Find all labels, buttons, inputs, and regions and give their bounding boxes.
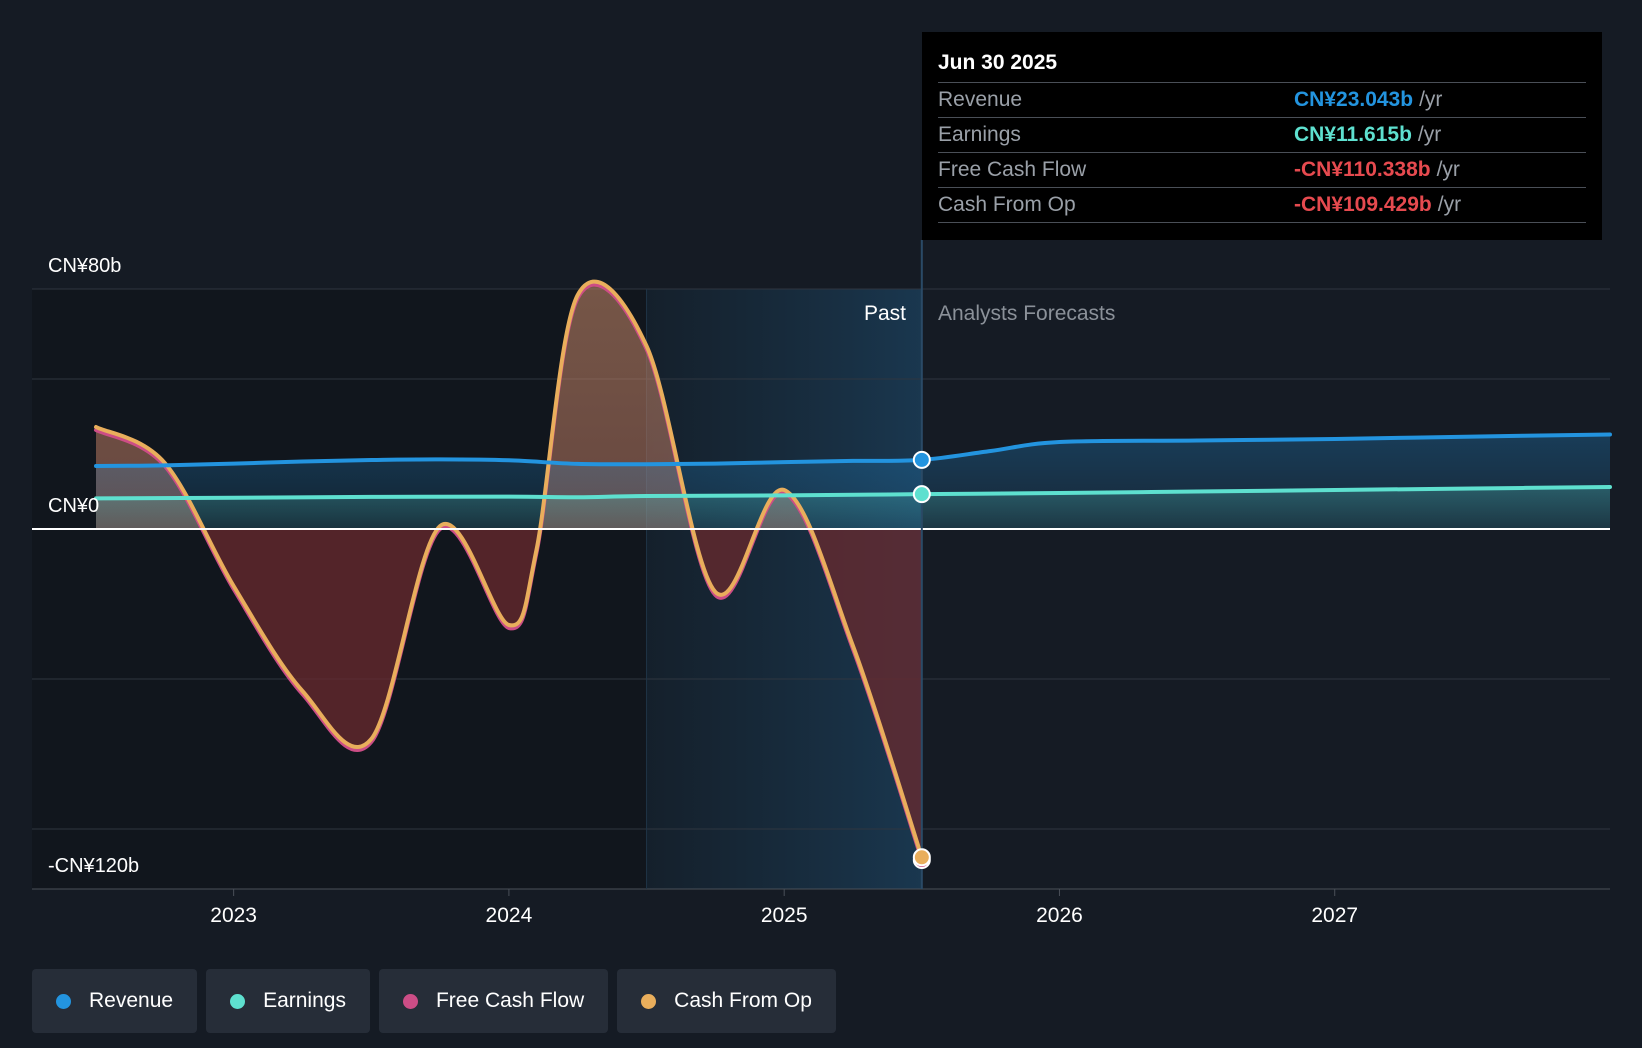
tooltip-value: CN¥11.615b <box>1294 123 1412 146</box>
x-tick-label: 2027 <box>1311 904 1358 927</box>
x-tick-label: 2024 <box>486 904 533 927</box>
legend-label: Cash From Op <box>674 989 812 1012</box>
tooltip-value: -CN¥109.429b <box>1294 193 1432 216</box>
y-axis-label-top: CN¥80b <box>48 255 121 277</box>
tooltip-row-cash-from-op: Cash From Op -CN¥109.429b /yr <box>938 188 1586 223</box>
cash-area-negative <box>96 529 922 858</box>
x-tick-label: 2023 <box>210 904 257 927</box>
legend: Revenue Earnings Free Cash Flow Cash Fro… <box>32 969 836 1033</box>
revenue-line <box>94 432 1612 468</box>
past-label: Past <box>864 302 906 325</box>
legend-dot-icon <box>230 993 246 1009</box>
legend-label: Revenue <box>89 989 174 1012</box>
tooltip-row-revenue: Revenue CN¥23.043b /yr <box>938 83 1586 118</box>
legend-item-earnings[interactable]: Earnings <box>206 969 370 1033</box>
cash-from-op-line <box>94 279 924 860</box>
tooltip-value: -CN¥110.338b <box>1294 158 1431 181</box>
x-tick-label: 2025 <box>761 904 808 927</box>
cash-from-op-point <box>912 848 931 867</box>
tooltip-label: Earnings <box>938 123 1021 146</box>
forecast-label: Analysts Forecasts <box>938 302 1115 325</box>
x-tick-label: 2026 <box>1036 904 1083 927</box>
y-axis-label-bottom: -CN¥120b <box>48 855 139 877</box>
tooltip-row-free-cash-flow: Free Cash Flow -CN¥110.338b /yr <box>938 153 1586 188</box>
tooltip-unit: /yr <box>1437 193 1462 216</box>
revenue-point <box>912 450 931 469</box>
tooltip-label: Free Cash Flow <box>938 158 1087 181</box>
legend-dot-icon <box>402 993 418 1009</box>
tooltip-unit: /yr <box>1436 158 1460 181</box>
legend-label: Earnings <box>263 989 346 1012</box>
tooltip-unit: /yr <box>1419 88 1443 111</box>
legend-dot-icon <box>56 993 71 1009</box>
earnings-point <box>912 485 931 504</box>
tooltip-date: Jun 30 2025 <box>938 46 1586 83</box>
series-lines <box>94 279 1612 863</box>
tooltip: Jun 30 2025 Revenue CN¥23.043b /yr Earni… <box>922 32 1602 240</box>
legend-item-cash-from-op[interactable]: Cash From Op <box>617 969 836 1033</box>
legend-dot-icon <box>641 993 657 1009</box>
hover-points <box>912 450 931 870</box>
tooltip-label: Cash From Op <box>938 193 1076 216</box>
x-axis-ticks: 2023 2024 2025 2026 2027 <box>210 889 1358 927</box>
tooltip-value: CN¥23.043b <box>1294 88 1414 111</box>
y-axis-label-zero: CN¥0 <box>48 495 99 517</box>
chart-area: CN¥80b CN¥0 -CN¥120b Past Analysts Forec… <box>32 240 1612 927</box>
legend-item-free-cash-flow[interactable]: Free Cash Flow <box>378 969 609 1033</box>
tooltip-row-earnings: Earnings CN¥11.615b /yr <box>938 118 1586 153</box>
earnings-line <box>94 485 1612 501</box>
tooltip-label: Revenue <box>938 88 1023 111</box>
legend-label: Free Cash Flow <box>435 989 585 1012</box>
tooltip-unit: /yr <box>1417 123 1442 146</box>
legend-item-revenue[interactable]: Revenue <box>32 969 198 1033</box>
